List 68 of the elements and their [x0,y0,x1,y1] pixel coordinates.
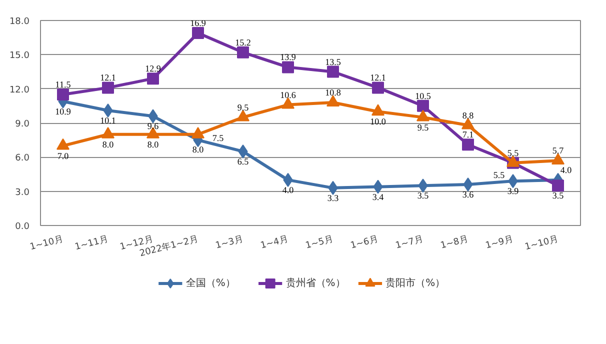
data-label: 7.5 [212,133,224,144]
point [552,153,564,165]
y-tick-label: 18.0 [9,17,30,27]
x-tick-label: 1~6月 [350,234,380,252]
legend-label: 贵阳市（%） [386,277,446,289]
data-label: 9.6 [147,121,160,132]
data-label: 15.2 [235,37,251,48]
data-label: 8.8 [462,110,474,120]
data-label: 3.5 [417,190,430,201]
x-tick-label: 1~11月 [74,234,110,253]
data-label: 3.5 [552,190,564,201]
data-label: 3.9 [507,186,520,196]
x-tick-label: 1~10月 [524,234,560,253]
data-label: 9.5 [417,122,430,132]
point [192,27,204,40]
y-tick-label: 6.0 [15,154,30,164]
data-label: 5.7 [552,146,564,156]
legend-label: 全国（%） [186,277,236,289]
point [57,88,69,101]
x-tick-label: 1~9月 [484,234,514,252]
data-label: 10.0 [370,116,386,127]
data-label: 7.0 [57,150,70,161]
y-tick-label: 9.0 [15,120,30,130]
point [417,100,429,112]
data-label: 10.1 [100,115,116,126]
data-label: 6.5 [237,156,250,166]
x-tick-label: 1~8月 [440,234,470,252]
data-label: 12.1 [100,72,116,83]
y-tick-label: 3.0 [15,188,30,198]
data-label: 10.9 [55,106,72,116]
y-tick-label: 0.0 [15,222,30,232]
point [552,180,564,192]
data-label: 12.9 [145,64,162,74]
data-label: 12.1 [370,72,386,83]
x-tick-label: 1~3月 [214,234,244,252]
data-label: 8.0 [102,139,114,150]
x-tick-label: 1~4月 [260,234,290,252]
data-label: 13.5 [325,56,342,67]
legend-label: 贵州省（%） [286,277,346,289]
y-tick-label: 12.0 [9,85,30,96]
point [282,61,294,74]
data-label: 5.5 [493,170,506,180]
data-label: 5.5 [507,148,520,158]
x-tick-label: 1~7月 [394,234,424,252]
point [147,72,159,85]
data-label: 9.5 [237,102,250,112]
data-label: 10.5 [415,90,432,101]
point [463,178,473,192]
point [372,82,384,94]
data-label: 7.1 [462,130,474,140]
data-label: 8.0 [147,139,160,150]
data-label: 10.8 [325,88,342,98]
x-tick-label: 1~5月 [304,234,334,252]
data-label: 8.0 [192,144,204,154]
x-tick-label: 1~10月 [29,234,64,253]
data-label: 3.6 [462,190,474,200]
data-label: 3.4 [372,192,384,202]
data-label: 10.6 [280,90,296,100]
data-label: 11.5 [55,80,72,90]
data-label: 4.0 [560,164,572,175]
data-label: 3.3 [327,192,340,203]
point [102,82,114,94]
y-tick-label: 15.0 [9,51,30,62]
point [327,66,339,78]
point [462,138,474,151]
point [237,46,249,58]
data-label: 13.9 [280,52,296,62]
data-label: 4.0 [282,184,294,195]
